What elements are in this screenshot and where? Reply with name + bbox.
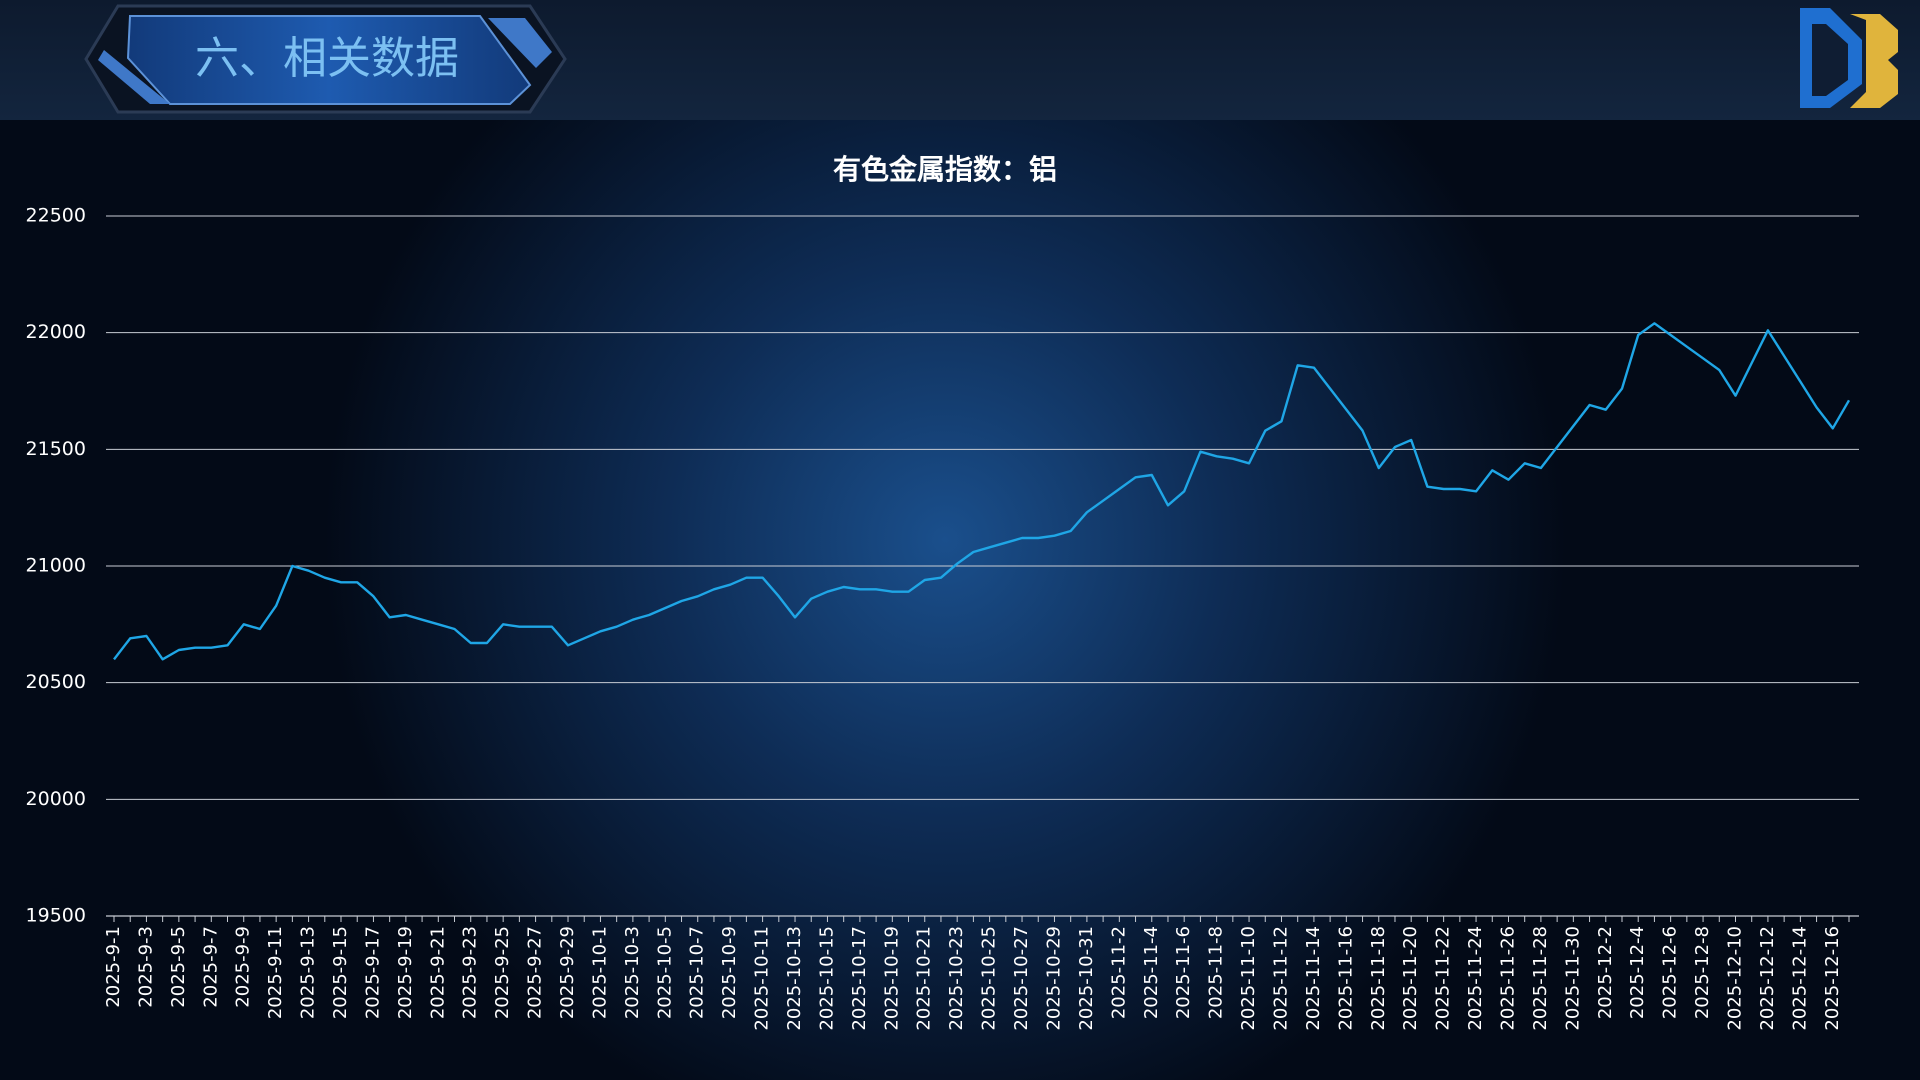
x-tick-label: 2025-11-22 xyxy=(1433,926,1454,1031)
x-tick-label: 2025-12-12 xyxy=(1757,926,1778,1031)
x-tick-label: 2025-10-23 xyxy=(946,926,967,1031)
badge-accent xyxy=(98,50,170,104)
x-tick-label: 2025-10-9 xyxy=(719,926,740,1019)
badge xyxy=(126,15,532,105)
x-tick-label: 2025-9-15 xyxy=(330,926,351,1019)
x-tick-label: 2025-10-5 xyxy=(654,926,675,1019)
badge-accent xyxy=(488,18,552,68)
x-tick-label: 2025-11-18 xyxy=(1368,926,1389,1031)
x-tick-label: 2025-11-8 xyxy=(1206,926,1227,1019)
x-tick-label: 2025-10-13 xyxy=(784,926,805,1031)
x-tick-label: 2025-12-6 xyxy=(1660,926,1681,1019)
x-tick-label: 2025-9-25 xyxy=(492,926,513,1019)
x-tick-label: 2025-9-19 xyxy=(395,926,416,1019)
y-tick-label: 21000 xyxy=(26,555,86,577)
x-tick-label: 2025-11-16 xyxy=(1335,926,1356,1031)
x-tick-label: 2025-11-24 xyxy=(1465,926,1486,1031)
x-tick-label: 2025-9-21 xyxy=(427,926,448,1019)
y-tick-label: 22500 xyxy=(26,205,86,227)
data-line xyxy=(113,322,1851,661)
x-tick-label: 2025-11-20 xyxy=(1400,926,1421,1031)
x-tick-label: 2025-9-27 xyxy=(525,926,546,1019)
x-tick-label: 2025-10-7 xyxy=(687,926,708,1019)
x-tick-label: 2025-9-1 xyxy=(103,926,124,1008)
x-tick-label: 2025-12-16 xyxy=(1822,926,1843,1031)
x-tick-label: 2025-10-11 xyxy=(752,926,773,1031)
y-tick-label: 22000 xyxy=(26,321,86,343)
x-tick-label: 2025-11-28 xyxy=(1530,926,1551,1031)
x-tick-label: 2025-10-31 xyxy=(1076,926,1097,1031)
x-tick-label: 2025-11-2 xyxy=(1108,926,1129,1019)
x-tick-label: 2025-9-29 xyxy=(557,926,578,1019)
x-tick-label: 2025-12-8 xyxy=(1692,926,1713,1019)
x-tick-label: 2025-9-13 xyxy=(298,926,319,1019)
x-tick-label: 2025-11-30 xyxy=(1562,926,1583,1031)
chart-title: 有色金属指数：铝 xyxy=(833,153,1057,186)
logo-shape xyxy=(1850,14,1898,108)
x-tick-label: 2025-12-2 xyxy=(1595,926,1616,1019)
x-tick-label: 2025-9-3 xyxy=(135,926,156,1008)
x-tick-label: 2025-10-25 xyxy=(979,926,1000,1031)
x-tick-label: 2025-10-29 xyxy=(1043,926,1064,1031)
x-tick-label: 2025-10-27 xyxy=(1011,926,1032,1031)
x-tick-label: 2025-12-4 xyxy=(1627,926,1648,1019)
x-tick-label: 2025-11-12 xyxy=(1270,926,1291,1031)
background xyxy=(0,120,1920,1080)
x-tick-label: 2025-12-14 xyxy=(1789,926,1810,1031)
y-tick-label: 20500 xyxy=(26,671,86,693)
x-tick-label: 2025-9-17 xyxy=(362,926,383,1019)
x-tick-label: 2025-9-9 xyxy=(233,926,254,1008)
x-tick-label: 2025-10-19 xyxy=(881,926,902,1031)
plot: 19500 20000 20500 21000 21500 22000 22500 2025-… xyxy=(26,205,1859,1031)
x-tick-label: 2025-11-6 xyxy=(1173,926,1194,1019)
x-tick-label: 2025-11-10 xyxy=(1238,926,1259,1031)
x-tick-label: 2025-10-21 xyxy=(914,926,935,1031)
x-tick-label: 2025-10-15 xyxy=(816,926,837,1031)
x-tick-label: 2025-10-1 xyxy=(589,926,610,1019)
y-tick-label: 19500 xyxy=(26,905,86,927)
x-tick-label: 2025-9-7 xyxy=(200,926,221,1008)
y-tick-label: 21500 xyxy=(26,438,86,460)
y-tick-label: 20000 xyxy=(26,788,86,810)
x-tick-label: 2025-10-3 xyxy=(622,926,643,1019)
logo xyxy=(1800,8,1898,108)
x-tick-label: 2025-9-5 xyxy=(168,926,189,1008)
x-tick-label: 2025-9-11 xyxy=(265,926,286,1019)
header-title: 六、相关数据 xyxy=(195,33,459,84)
x-tick-label: 2025-11-4 xyxy=(1141,926,1162,1019)
logo-shape xyxy=(1812,24,1848,96)
x-tick-label: 2025-12-10 xyxy=(1724,926,1745,1031)
x-tick-label: 2025-11-14 xyxy=(1303,926,1324,1031)
x-tick-label: 2025-10-17 xyxy=(849,926,870,1031)
x-tick-label: 2025-9-23 xyxy=(460,926,481,1019)
x-tick-label: 2025-11-26 xyxy=(1497,926,1518,1031)
